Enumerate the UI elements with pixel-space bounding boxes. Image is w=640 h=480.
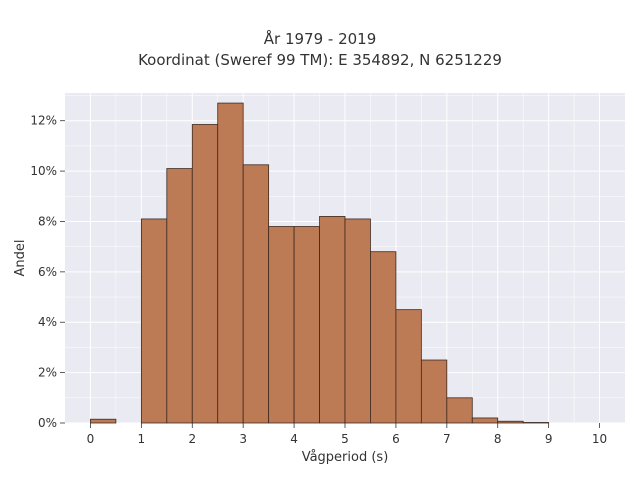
x-tick-label: 4 <box>290 432 298 446</box>
y-tick-label: 10% <box>30 164 57 178</box>
x-tick-label: 7 <box>443 432 451 446</box>
x-tick-label: 0 <box>87 432 95 446</box>
histogram-bar <box>395 309 422 424</box>
histogram-bar <box>497 420 524 424</box>
chart-title: År 1979 - 2019 <box>263 30 377 48</box>
histogram-bar <box>420 359 448 424</box>
histogram-bar <box>344 218 371 424</box>
y-tick-label: 8% <box>38 214 57 228</box>
histogram-bar <box>166 168 193 424</box>
x-tick-label: 8 <box>494 432 502 446</box>
y-tick-label: 12% <box>30 114 57 128</box>
x-tick-label: 10 <box>592 432 607 446</box>
x-tick-label: 6 <box>392 432 400 446</box>
x-tick-label: 5 <box>341 432 349 446</box>
y-axis-label: Andel <box>13 240 28 277</box>
histogram-bar <box>140 218 168 424</box>
histogram-bar <box>191 124 219 424</box>
histogram-bar <box>370 251 397 424</box>
histogram-bar <box>522 422 550 424</box>
x-axis-label: Vågperiod (s) <box>302 450 389 465</box>
x-tick-label: 3 <box>239 432 247 446</box>
histogram-bar <box>217 102 244 424</box>
histogram-bar <box>471 417 499 424</box>
histogram-bar <box>319 216 346 424</box>
x-tick-label: 9 <box>545 432 553 446</box>
y-tick-label: 0% <box>38 416 57 430</box>
x-tick-label: 2 <box>188 432 196 446</box>
chart-subtitle: Koordinat (Sweref 99 TM): E 354892, N 62… <box>138 51 502 69</box>
histogram-bar <box>268 226 295 424</box>
histogram-bar <box>446 397 473 424</box>
histogram-bar <box>242 164 270 424</box>
bars-group <box>90 102 550 424</box>
x-tick-label: 1 <box>138 432 146 446</box>
x-axis-ticks: 0 1 2 3 4 5 6 7 8 9 10 <box>87 423 607 446</box>
y-axis-ticks: 0% 2% 4% 6% 8% 10% 12% <box>30 114 65 430</box>
histogram-bar <box>90 418 117 424</box>
y-tick-label: 2% <box>38 366 57 380</box>
y-tick-label: 6% <box>38 265 57 279</box>
histogram-bar <box>293 226 320 424</box>
y-tick-label: 4% <box>38 315 57 329</box>
